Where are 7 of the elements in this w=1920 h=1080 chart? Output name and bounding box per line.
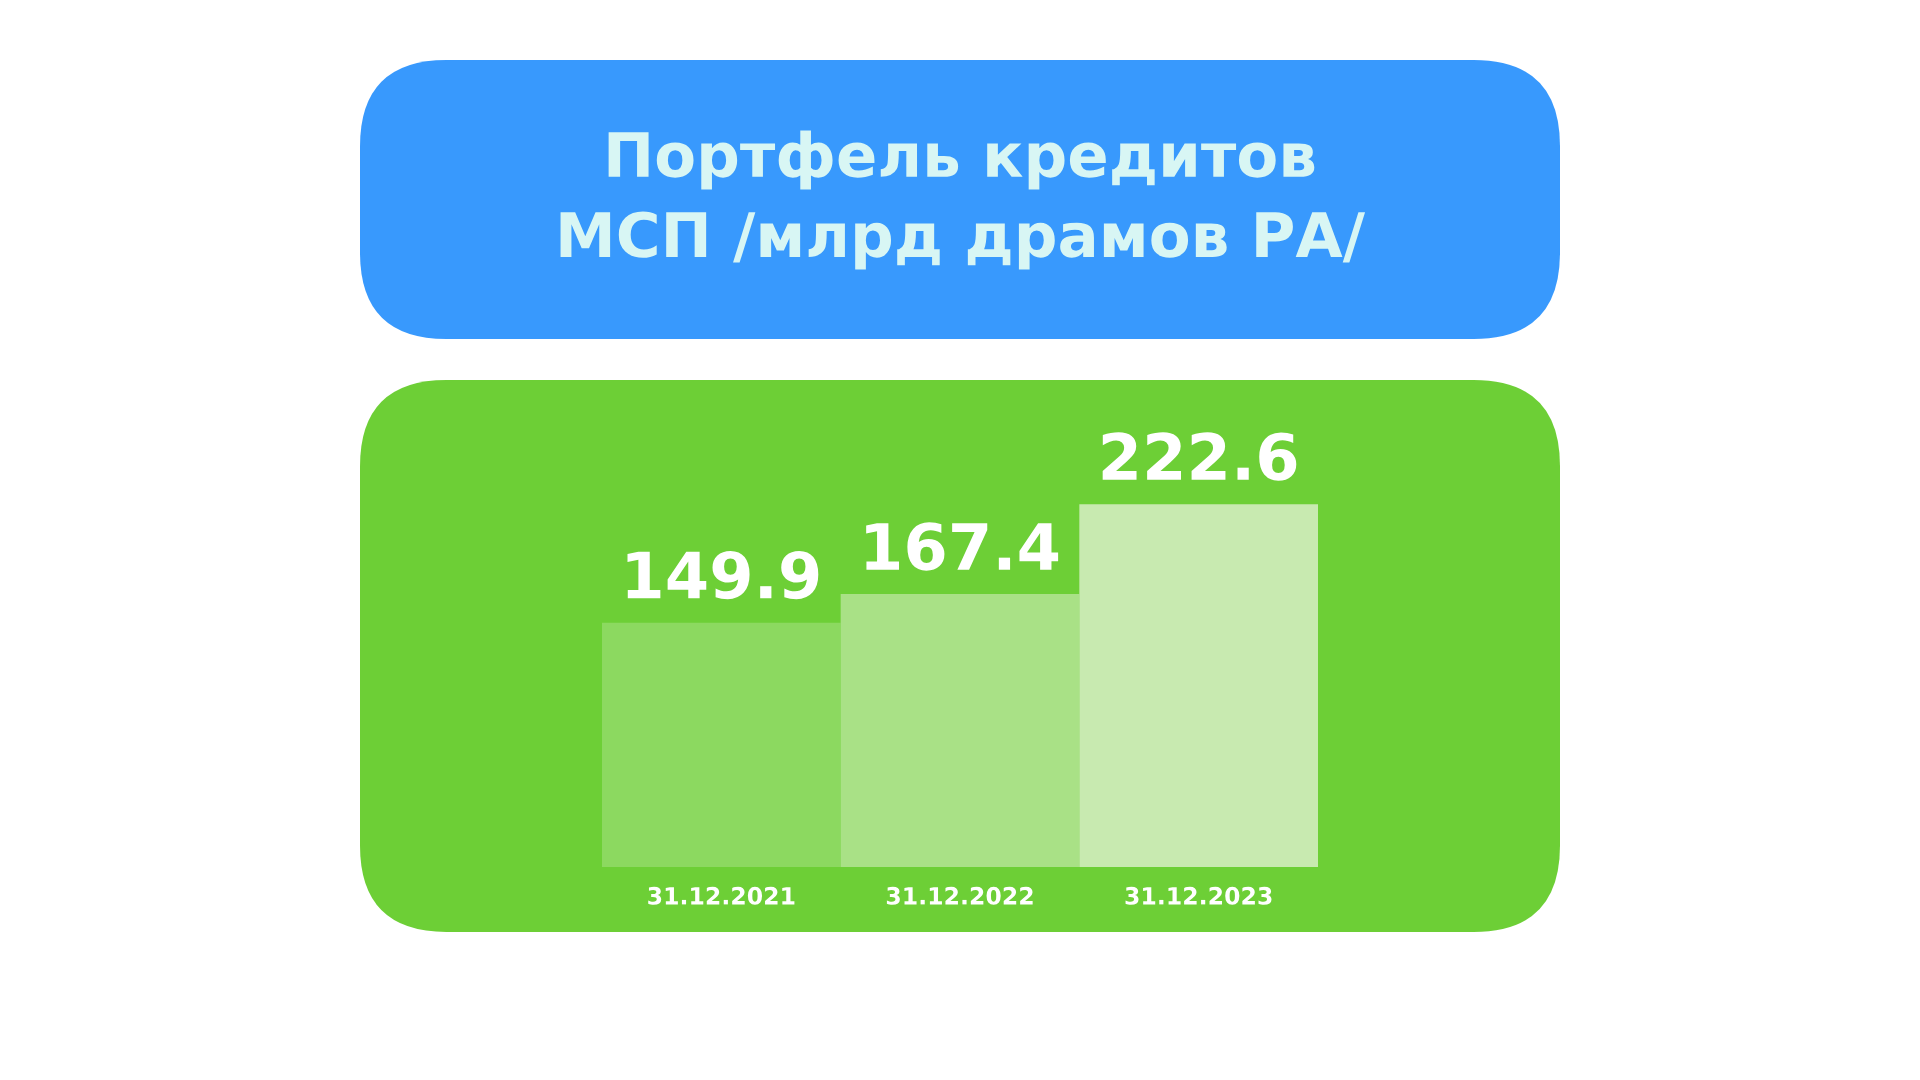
chart-title: Портфель кредитов МСП /млрд драмов РА/ (560, 130, 1366, 270)
data-label: 149.9 (627, 550, 819, 600)
x-tick-label: 31.12.2022 (886, 886, 1033, 905)
x-tick-label: 31.12.2021 (648, 886, 795, 905)
x-tick-label: 31.12.2023 (1125, 886, 1272, 905)
data-label: 222.6 (1102, 432, 1297, 481)
data-label: 167.4 (866, 522, 1059, 571)
